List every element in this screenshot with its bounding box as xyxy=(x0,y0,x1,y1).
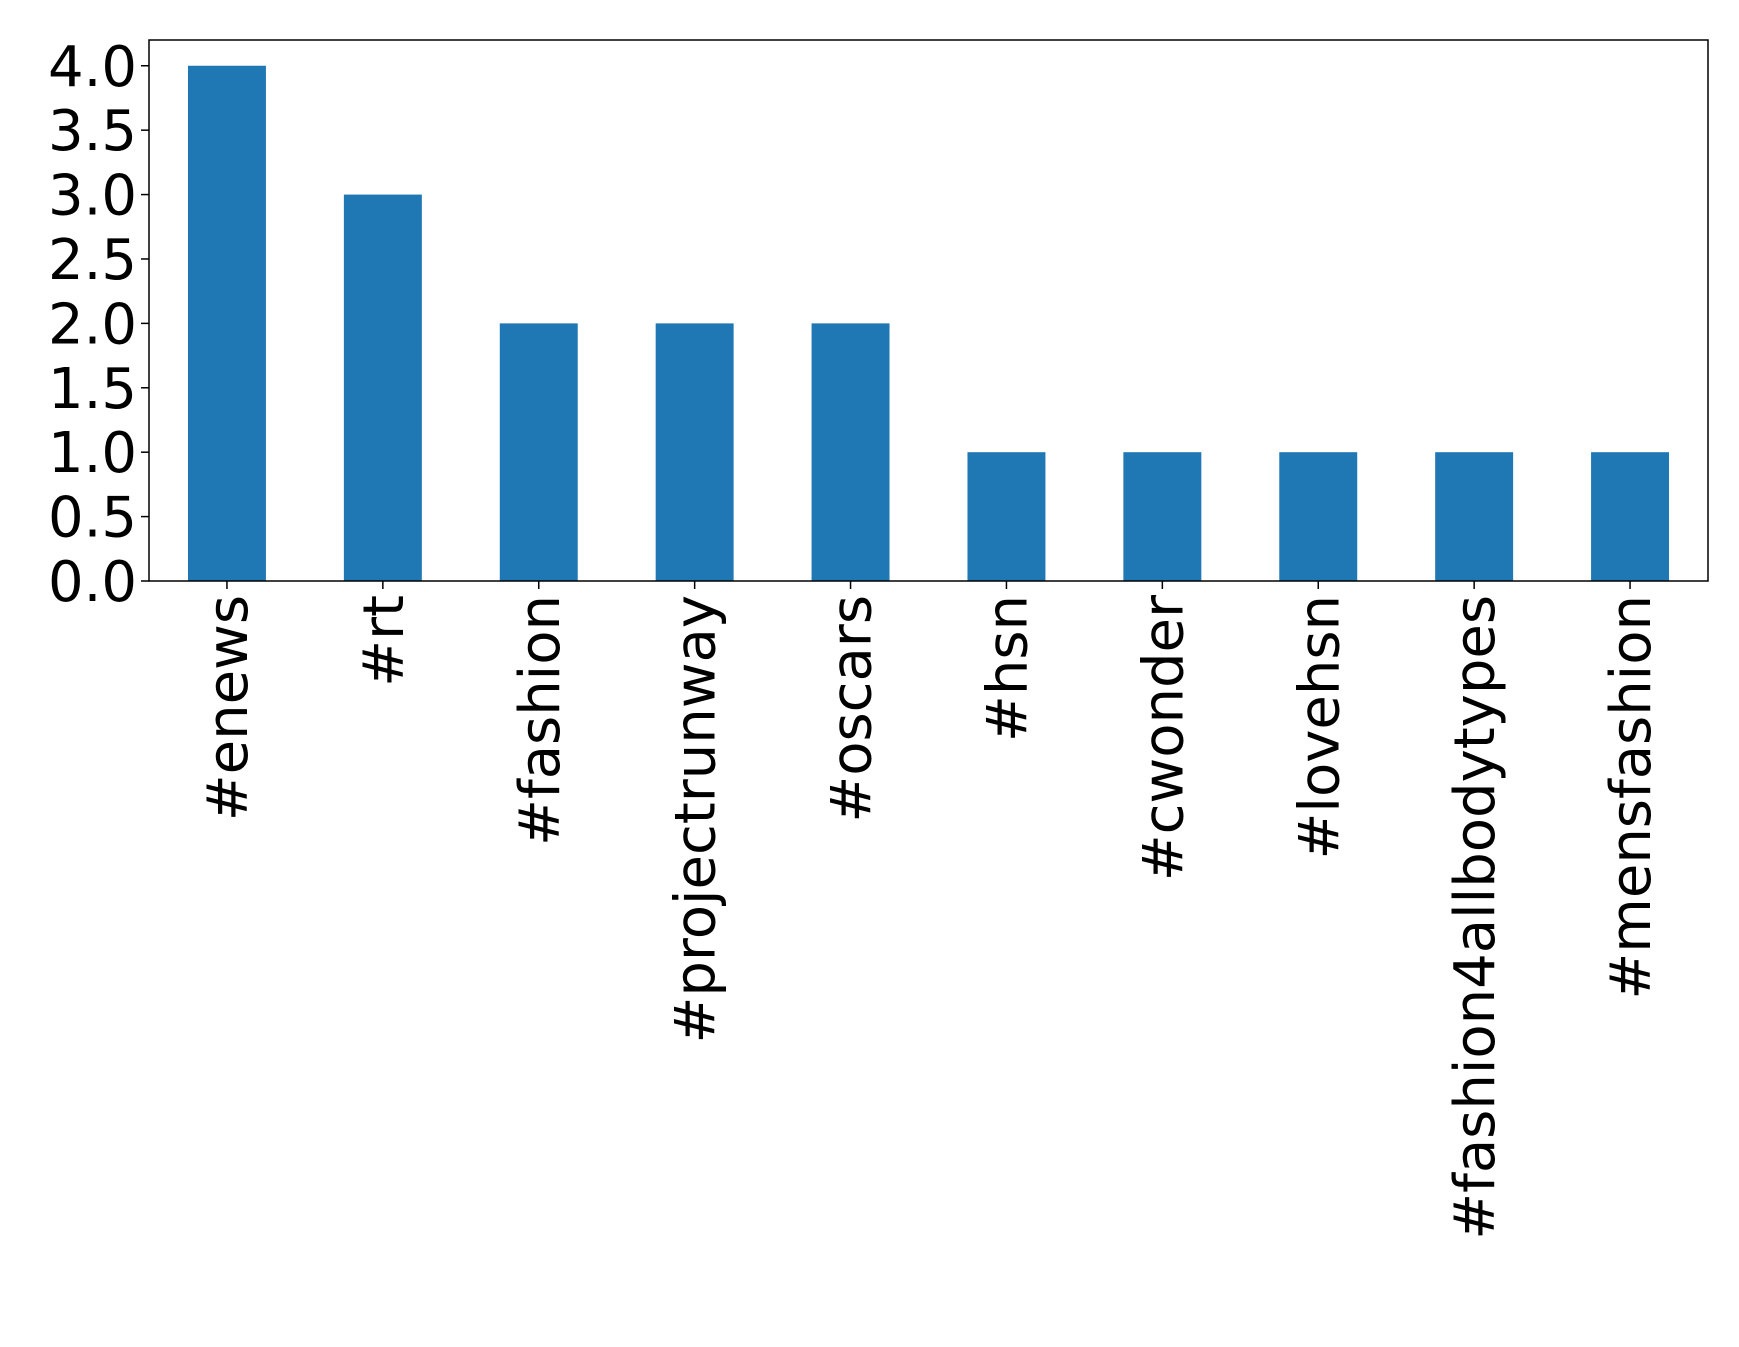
x-tick-label: #fashion4allbodytypes xyxy=(1443,595,1508,1240)
x-tick-label: #enews xyxy=(196,595,261,821)
bar xyxy=(187,65,266,581)
x-tick-label: #mensfashion xyxy=(1599,595,1664,1000)
y-tick-label: 3.0 xyxy=(48,164,137,229)
x-tick-label: #hsn xyxy=(975,595,1040,742)
x-tick-label: #cwonder xyxy=(1131,594,1196,881)
bar xyxy=(655,323,734,581)
y-tick-label: 0.5 xyxy=(48,486,137,551)
bar xyxy=(343,194,422,582)
bar xyxy=(811,323,890,581)
bar xyxy=(499,323,578,581)
y-tick-label: 0.0 xyxy=(48,550,137,615)
y-tick-label: 2.5 xyxy=(48,228,137,293)
x-tick-label: #rt xyxy=(352,595,417,687)
bar xyxy=(1279,452,1358,581)
bar xyxy=(1435,452,1514,581)
axes-frame xyxy=(148,39,1709,582)
y-tick-label: 1.5 xyxy=(48,357,137,422)
bar xyxy=(1591,452,1670,581)
x-tick-label: #oscars xyxy=(820,595,885,823)
y-tick-label: 4.0 xyxy=(48,35,137,100)
bar xyxy=(967,452,1046,581)
x-tick-label: #fashion xyxy=(508,595,573,846)
y-tick-label: 1.0 xyxy=(48,421,137,486)
x-tick-label: #lovehsn xyxy=(1287,595,1352,860)
y-tick-label: 2.0 xyxy=(48,292,137,357)
x-tick-label: #projectrunway xyxy=(664,595,729,1044)
bar xyxy=(1123,452,1202,581)
y-tick-label: 3.5 xyxy=(48,99,137,164)
